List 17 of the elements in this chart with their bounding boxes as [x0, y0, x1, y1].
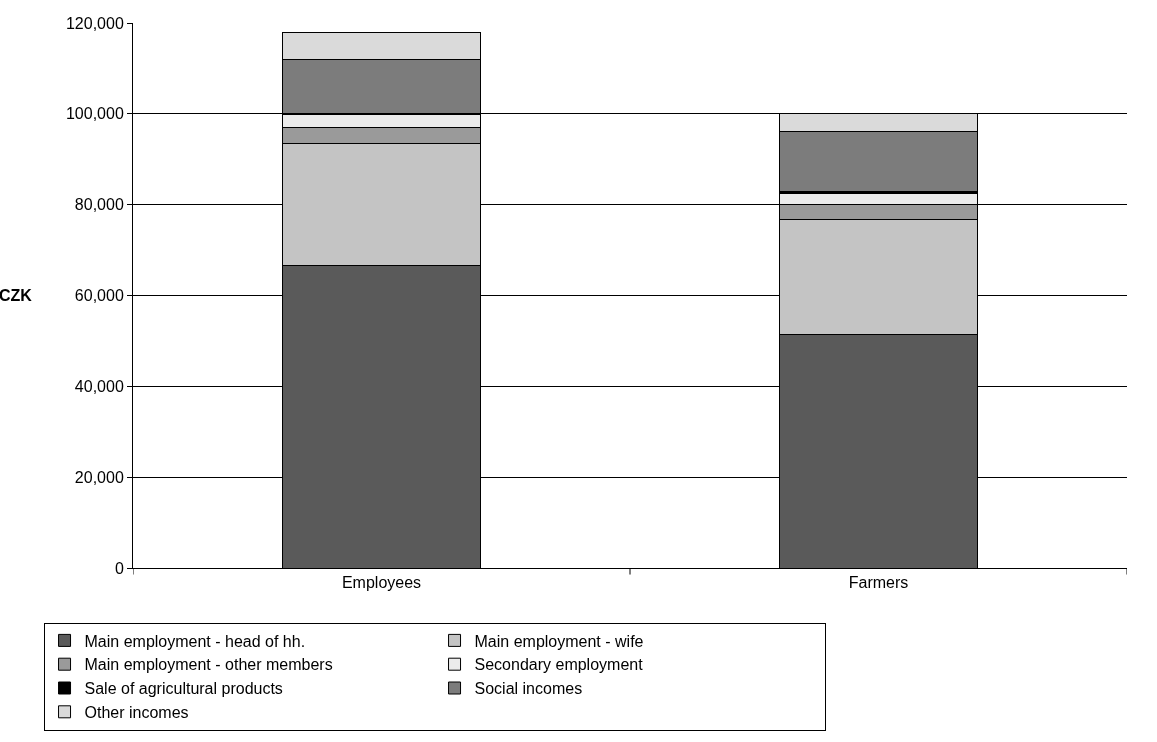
y-tick-label: 40,000: [74, 377, 124, 395]
x-tick-label: Employees: [341, 574, 422, 592]
legend-label: Other incomes: [84, 704, 189, 722]
y-tick-label: 80,000: [74, 196, 124, 214]
y-axis-title: CZK: [0, 287, 33, 304]
y-tick-label: 60,000: [74, 287, 124, 305]
x-tick-label: Farmers: [848, 574, 909, 592]
legend-label: Social incomes: [474, 680, 583, 698]
legend-label: Main employment - wife: [474, 632, 644, 650]
legend-label: Secondary employment: [474, 656, 644, 674]
legend-label: Main employment - head of hh.: [84, 632, 306, 650]
legend-label: Sale of agricultural products: [84, 680, 283, 698]
y-tick-label: 100,000: [65, 105, 124, 123]
y-tick-label: 0: [114, 559, 124, 577]
legend-label: Main employment - other members: [84, 656, 333, 674]
y-tick-label: 120,000: [65, 14, 124, 32]
y-tick-label: 20,000: [74, 468, 124, 486]
